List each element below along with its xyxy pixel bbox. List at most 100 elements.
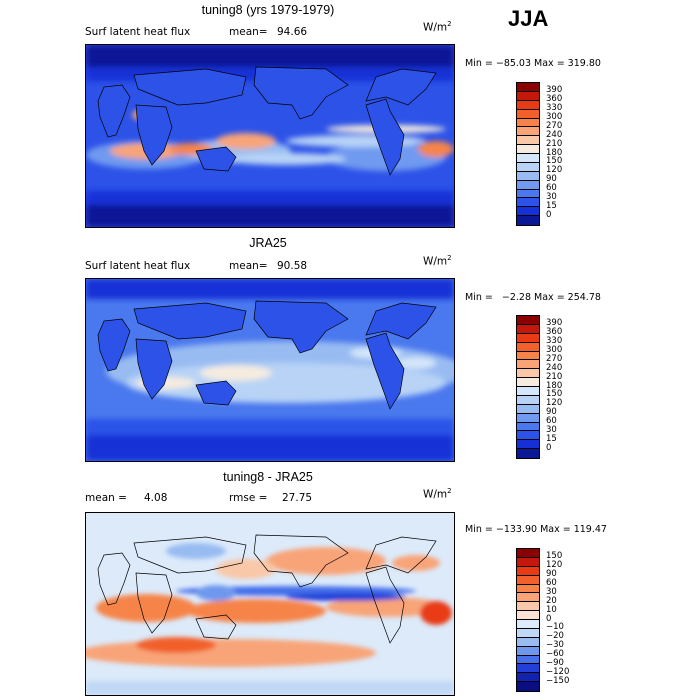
scale-tick-label: 180 (546, 380, 563, 391)
color-swatch (517, 664, 539, 674)
color-swatch (517, 387, 539, 396)
scale-tick-label: 30 (546, 191, 557, 202)
scale-tick-label: 150 (546, 156, 563, 167)
color-swatch (517, 575, 539, 585)
panel-3-mean-value: 4.08 (144, 492, 168, 504)
color-swatch (517, 646, 539, 656)
scale-tick-label: 90 (546, 407, 557, 418)
scale-tick-label: 300 (546, 112, 563, 122)
color-swatch (517, 360, 539, 370)
color-swatch (517, 180, 539, 190)
color-swatch (517, 440, 539, 450)
color-swatch (517, 333, 539, 343)
color-swatch (517, 602, 539, 612)
color-swatch (517, 127, 539, 137)
color-swatch (517, 189, 539, 199)
color-swatch (517, 342, 539, 352)
scale-tick-label: 210 (546, 371, 563, 382)
scale-tick-label: 0 (546, 613, 552, 624)
color-swatch (517, 162, 539, 172)
scale-tick-label: 15 (546, 200, 557, 211)
scale-tick-label: 120 (546, 560, 563, 571)
season-label: JJA (508, 6, 549, 31)
panel-2-variable: Surf latent heat flux (85, 260, 191, 272)
panel-2-min-max: Min = −2.28 Max = 254.78 (465, 292, 601, 303)
panel-1-min-max: Min = −85.03 Max = 319.80 (465, 58, 601, 69)
panel-3-min-max: Min = −133.90 Max = 119.47 (465, 524, 607, 535)
scale-tick-label: 120 (546, 165, 563, 176)
scale-tick-label: 270 (546, 120, 563, 131)
color-swatch (517, 628, 539, 638)
panel-1-variable: Surf latent heat flux (85, 26, 191, 38)
scale-tick-label: 360 (546, 327, 563, 338)
scale-tick-label: 150 (546, 551, 563, 562)
panel-1-unit: W/m2 (423, 20, 452, 34)
color-swatch (517, 118, 539, 128)
scale-tick-label: 60 (546, 416, 557, 426)
scale-tick-label: 240 (546, 129, 563, 140)
scale-tick-label: 360 (546, 94, 563, 105)
scale-tick-label: 0 (546, 209, 552, 220)
panel-2-mean-label: mean= (229, 260, 268, 272)
color-swatch (517, 557, 539, 567)
scale-tick-label: 90 (546, 569, 557, 580)
scale-tick-label: 390 (546, 85, 563, 96)
color-swatch (517, 549, 539, 558)
color-swatch (517, 109, 539, 119)
color-swatch (517, 378, 539, 387)
panel-3-mean-label: mean = (85, 492, 127, 504)
scale-tick-label: 120 (546, 398, 563, 409)
panel-2-color-scale (516, 315, 540, 459)
scale-tick-label: −30 (546, 640, 564, 651)
color-swatch (517, 316, 539, 325)
scale-tick-label: 0 (546, 442, 552, 453)
scale-tick-label: −90 (546, 657, 564, 668)
scale-tick-label: −150 (546, 675, 570, 686)
color-swatch (517, 655, 539, 665)
color-swatch (517, 449, 539, 458)
scale-tick-label: 150 (546, 389, 563, 400)
color-swatch (517, 171, 539, 181)
panel-1-mean-label: mean= (229, 26, 268, 38)
color-swatch (517, 404, 539, 414)
scale-tick-label: 330 (546, 103, 563, 114)
scale-tick-label: −10 (546, 622, 564, 633)
scale-tick-label: −60 (546, 649, 564, 659)
color-swatch (517, 593, 539, 603)
scale-tick-label: −120 (546, 666, 570, 677)
color-swatch (517, 216, 539, 225)
color-swatch (517, 682, 539, 691)
scale-tick-label: 330 (546, 336, 563, 347)
scale-tick-label: 10 (546, 604, 557, 615)
scale-tick-label: 390 (546, 318, 563, 329)
color-swatch (517, 395, 539, 405)
panel-1-latent-heat-map (85, 44, 455, 228)
color-swatch (517, 324, 539, 334)
scale-tick-label: 60 (546, 183, 557, 193)
scale-tick-label: 60 (546, 578, 557, 588)
panel-3-color-scale (516, 548, 540, 692)
scale-tick-label: 270 (546, 353, 563, 364)
panel-1-mean-value: 94.66 (277, 26, 308, 38)
color-swatch (517, 620, 539, 629)
panel-1-color-scale (516, 82, 540, 226)
color-swatch (517, 145, 539, 154)
panel-3-title: tuning8 - JRA25 (223, 470, 313, 484)
scale-tick-label: 15 (546, 433, 557, 444)
color-swatch (517, 83, 539, 92)
scale-tick-label: 30 (546, 586, 557, 597)
panel-1-title: tuning8 (yrs 1979-1979) (201, 3, 335, 17)
scale-tick-label: 240 (546, 362, 563, 373)
scale-tick-label: 180 (546, 147, 563, 158)
panel-2-mean-value: 90.58 (277, 260, 308, 272)
color-swatch (517, 422, 539, 432)
color-swatch (517, 351, 539, 361)
color-swatch (517, 207, 539, 217)
color-swatch (517, 566, 539, 576)
scale-tick-label: 300 (546, 345, 563, 355)
color-swatch (517, 413, 539, 423)
scale-tick-label: 210 (546, 138, 563, 149)
color-swatch (517, 136, 539, 146)
panel-3-rmse-label: rmse = (229, 492, 268, 504)
color-swatch (517, 198, 539, 208)
